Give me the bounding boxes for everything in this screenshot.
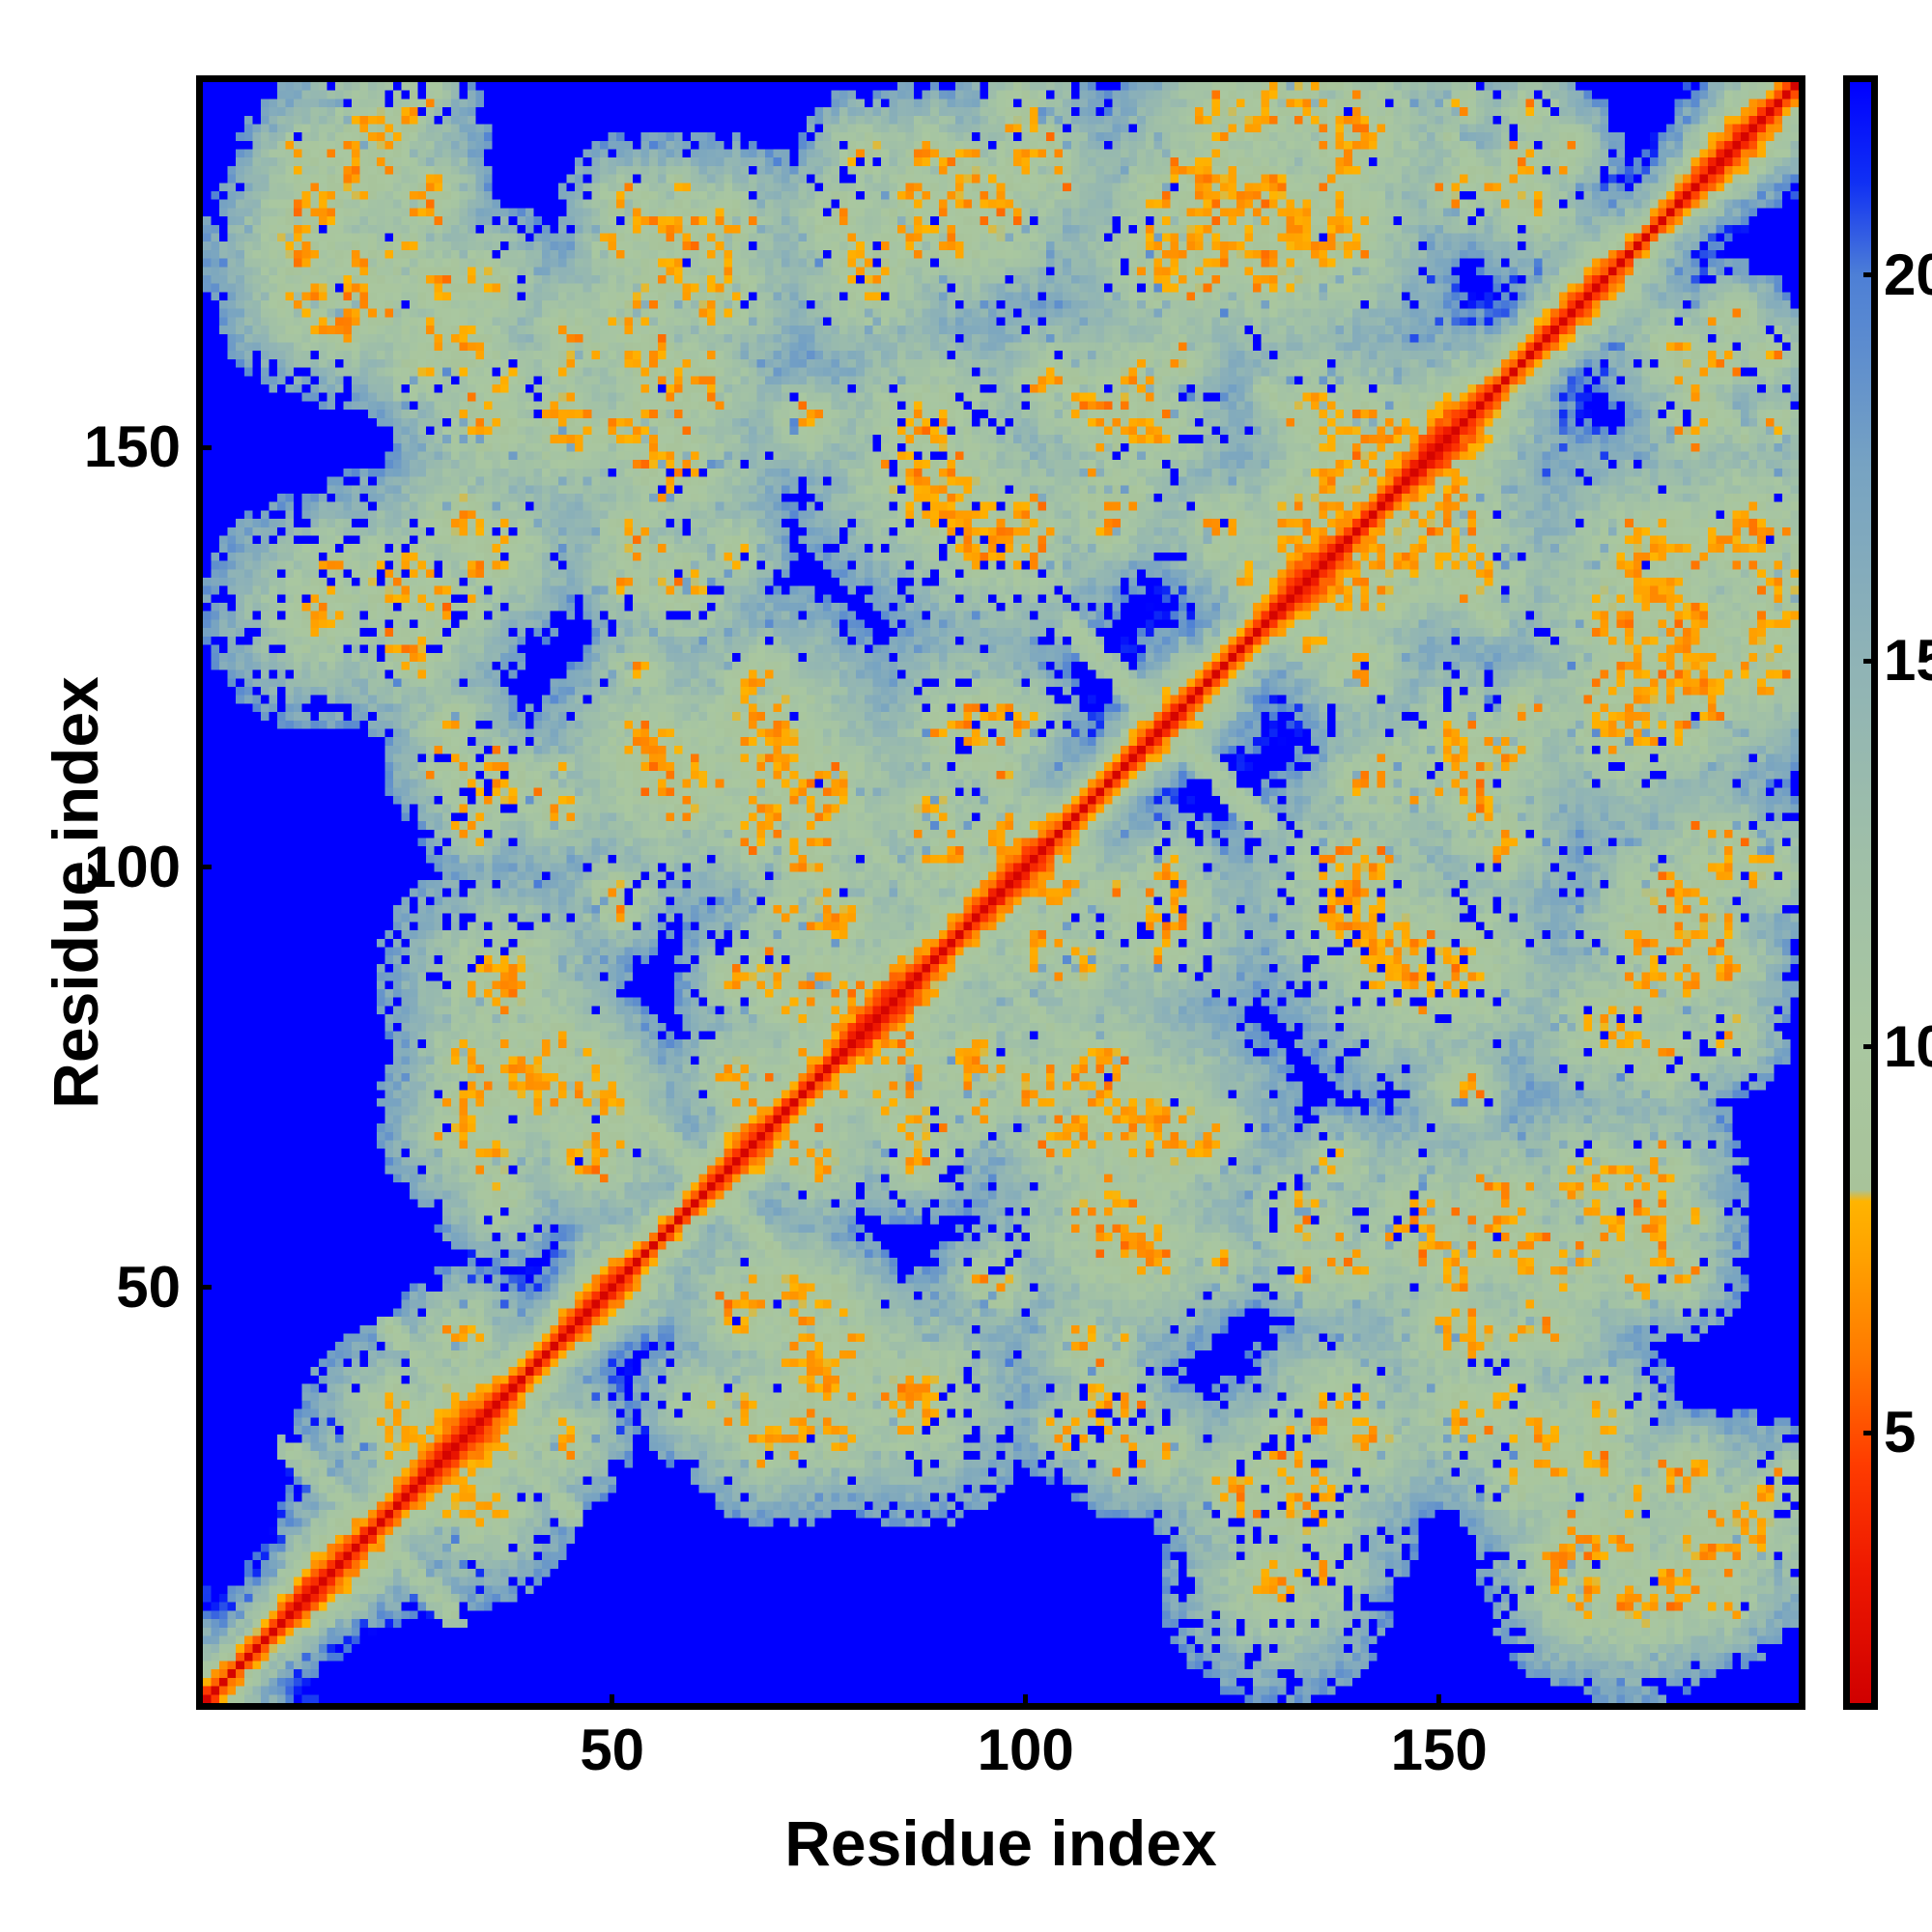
x-tick-label-150: 150 [1390,1718,1488,1782]
x-tick-label-100: 100 [977,1718,1074,1782]
x-tick-100 [1023,1694,1029,1709]
heatmap-plot-area [196,75,1805,1710]
colorbar-gradient [1850,82,1871,1703]
colorbar [1843,75,1878,1710]
colorbar-tick-5 [1863,1430,1877,1435]
x-tick-150 [1436,1694,1442,1709]
colorbar-tick-15 [1863,658,1877,664]
colorbar-tick-10 [1863,1044,1877,1050]
y-tick-label-100: 100 [83,834,181,899]
heatmap-canvas [203,82,1799,1703]
colorbar-tick-label-10: 10 [1884,1013,1932,1079]
y-tick-label-50: 50 [116,1254,181,1320]
x-axis-title: Residue index [784,1807,1217,1879]
y-tick-50 [197,1285,212,1291]
colorbar-tick-label-5: 5 [1884,1400,1917,1465]
y-tick-150 [197,444,212,450]
x-tick-label-50: 50 [580,1718,645,1782]
y-tick-100 [197,865,212,870]
y-tick-label-150: 150 [83,414,181,480]
x-tick-50 [610,1694,615,1709]
y-axis-title: Residue index [40,676,111,1109]
colorbar-tick-label-15: 15 [1884,628,1932,694]
colorbar-tick-20 [1863,272,1877,278]
colorbar-tick-label-20: 20 [1884,242,1932,307]
